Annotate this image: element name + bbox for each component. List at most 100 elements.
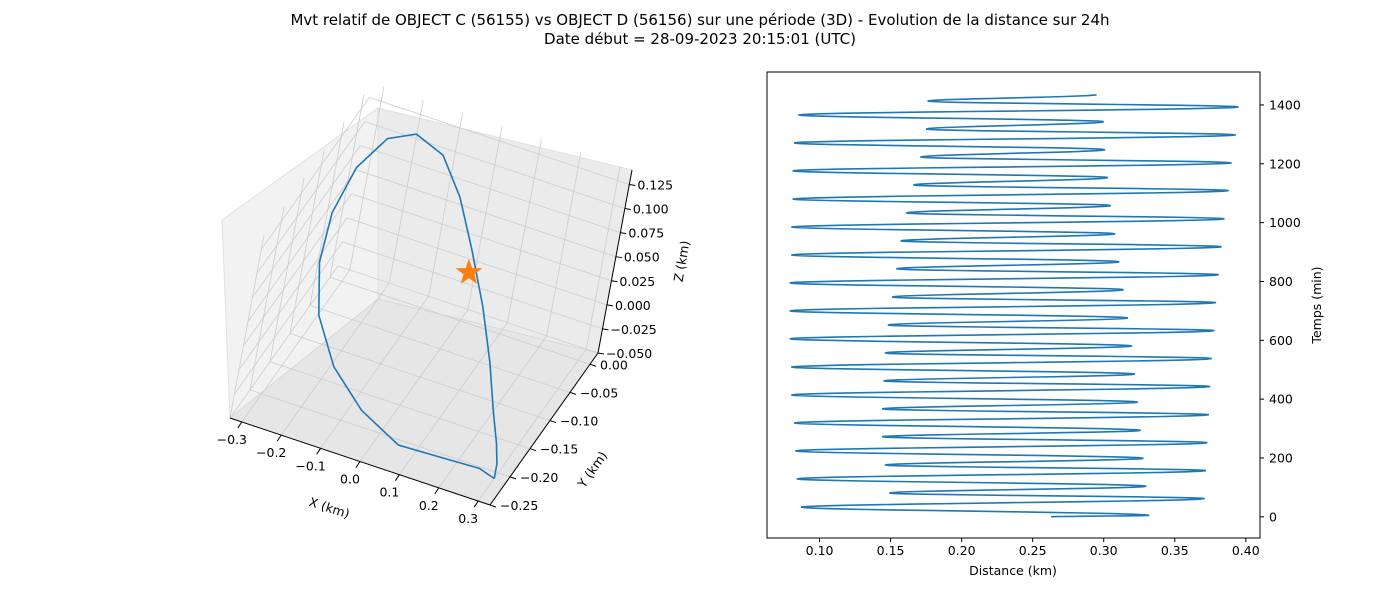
y-tick-label-2d: 800 [1269, 274, 1293, 289]
y-tick-label-3d: −0.05 [580, 385, 618, 400]
y-tick-label-2d: 1200 [1269, 156, 1301, 171]
x-tick-label-2d: 0.15 [877, 543, 905, 558]
y-tick-mark-3d [549, 420, 557, 424]
grid-z-left [243, 193, 352, 346]
z-axis-line [597, 169, 633, 354]
grid-y-back [309, 122, 345, 306]
chart-distance-time: 0.10 0.15 0.20 0.25 0.30 0.35 0.40 0 200 400 600 80… [766, 71, 1324, 578]
grid-x-floor [320, 296, 429, 449]
x-axis-label-2d: Distance (km) [969, 563, 1057, 578]
x-tick-label-3d: 0.1 [379, 485, 399, 500]
series-distance [789, 93, 1239, 518]
grid-z-left [234, 241, 343, 395]
x-tick-mark-3d [355, 461, 361, 468]
grid-x-back [349, 86, 385, 271]
z-tick-mark-3d [615, 256, 622, 259]
x-tick-mark-3d [434, 487, 440, 495]
y-tick-label-3d: 0.00 [600, 357, 628, 372]
grid-z-right [337, 265, 599, 354]
x-tick-label-2d: 0.25 [1019, 543, 1047, 558]
z-tick-mark-3d [620, 232, 627, 235]
grid-x-floor [399, 322, 508, 475]
x-tick-label-2d: 0.20 [948, 543, 976, 558]
y-tick-mark-3d [509, 476, 517, 480]
grid-x-back [428, 113, 463, 297]
x-tick-label-2d: 0.30 [1090, 543, 1118, 558]
ticks-3d: −0.3 −0.2 −0.1 0.0 0.1 0.2 0.3 0.00 −0.05 −0.10 −0… [217, 177, 673, 526]
z-tick-mark-3d [629, 183, 636, 186]
ticks-2d: 0.10 0.15 0.20 0.25 0.30 0.35 0.40 0 200 400 600 80… [806, 97, 1301, 558]
y-axis-label-2d: Temps (min) [1309, 266, 1324, 344]
y-tick-label-3d: −0.20 [520, 470, 558, 485]
z-tick-mark-3d [606, 304, 614, 307]
x-tick-label-3d: −0.2 [256, 445, 286, 460]
z-tick-label-3d: 0.000 [615, 298, 651, 313]
x-tick-label-2d: 0.40 [1232, 543, 1260, 558]
y-tick-label-2d: 200 [1269, 450, 1293, 465]
grid-y-floor [329, 276, 591, 365]
z-tick-mark-3d [602, 328, 609, 331]
grid-y-floor [289, 333, 551, 421]
x-tick-label-3d: 0.2 [419, 498, 439, 513]
grid-z-right [346, 217, 608, 306]
grid-z-left [256, 121, 366, 274]
x-tick-mark-3d [473, 500, 479, 508]
y-tick-label-3d: −0.25 [500, 498, 538, 513]
grid-z-right [360, 145, 621, 233]
y-tick-label-2d: 1400 [1269, 97, 1301, 112]
grid-z-left [247, 169, 357, 322]
grid-x-back [507, 139, 542, 323]
grid-z-left [238, 217, 348, 371]
x-tick-label-3d: −0.3 [217, 432, 247, 447]
grid-y-floor [249, 389, 511, 478]
x-axis-label-3d: X (km) [307, 494, 351, 521]
figure-title-line2: Date début = 28-09-2023 20:15:01 (UTC) [544, 30, 856, 48]
y-tick-label-3d: −0.10 [560, 414, 598, 429]
z-tick-label-3d: 0.075 [628, 226, 664, 241]
grid-y-back [249, 206, 285, 390]
marker-origin-star [455, 258, 483, 284]
grid-x-floor [477, 348, 587, 502]
series-trajectory-3d [317, 133, 498, 480]
y-tick-label-2d: 0 [1269, 509, 1277, 524]
x-tick-label-3d: −0.1 [295, 458, 325, 473]
y-tick-label-2d: 600 [1269, 333, 1293, 348]
y-tick-mark-3d [569, 391, 577, 395]
grid-y-back [289, 150, 325, 334]
grid-y-floor [269, 361, 531, 450]
grid-x-floor [241, 269, 351, 423]
grid-z-left [260, 97, 370, 250]
grid-x-back [388, 100, 424, 284]
y-tick-label-2d: 400 [1269, 392, 1293, 407]
x-tick-label-2d: 0.35 [1161, 543, 1189, 558]
z-tick-label-3d: −0.025 [610, 322, 656, 337]
grid-z-left [252, 145, 361, 298]
y-tick-label-2d: 1000 [1269, 215, 1301, 230]
grid-y-floor [309, 305, 571, 393]
z-tick-label-3d: 0.025 [619, 274, 655, 289]
y-axis-label-3d: Y (km) [574, 448, 610, 491]
grid-x-back [546, 152, 582, 336]
x-tick-label-3d: 0.3 [458, 511, 478, 526]
y-tick-mark-3d [489, 504, 497, 508]
z-axis-label-3d: Z (km) [671, 239, 693, 283]
grid-x-back [585, 165, 621, 350]
grid-y-back [229, 234, 265, 419]
z-tick-label-3d: −0.050 [606, 346, 652, 361]
grid-z-right [342, 241, 603, 330]
grid-x-floor [359, 309, 469, 462]
grid-z-left [229, 265, 339, 419]
z-tick-label-3d: 0.100 [633, 202, 669, 217]
x-tick-mark-3d [394, 474, 400, 481]
grid-3d [229, 86, 630, 506]
x-tick-label-2d: 0.10 [806, 543, 834, 558]
z-tick-mark-3d [611, 280, 618, 283]
z-tick-label-3d: 0.125 [637, 177, 673, 192]
grid-z-right [355, 169, 617, 258]
grid-y-back [269, 178, 305, 362]
x-tick-mark-3d [276, 434, 282, 442]
x-tick-label-3d: 0.0 [340, 472, 360, 487]
grid-x-floor [280, 282, 390, 436]
z-tick-mark-3d [597, 352, 605, 355]
